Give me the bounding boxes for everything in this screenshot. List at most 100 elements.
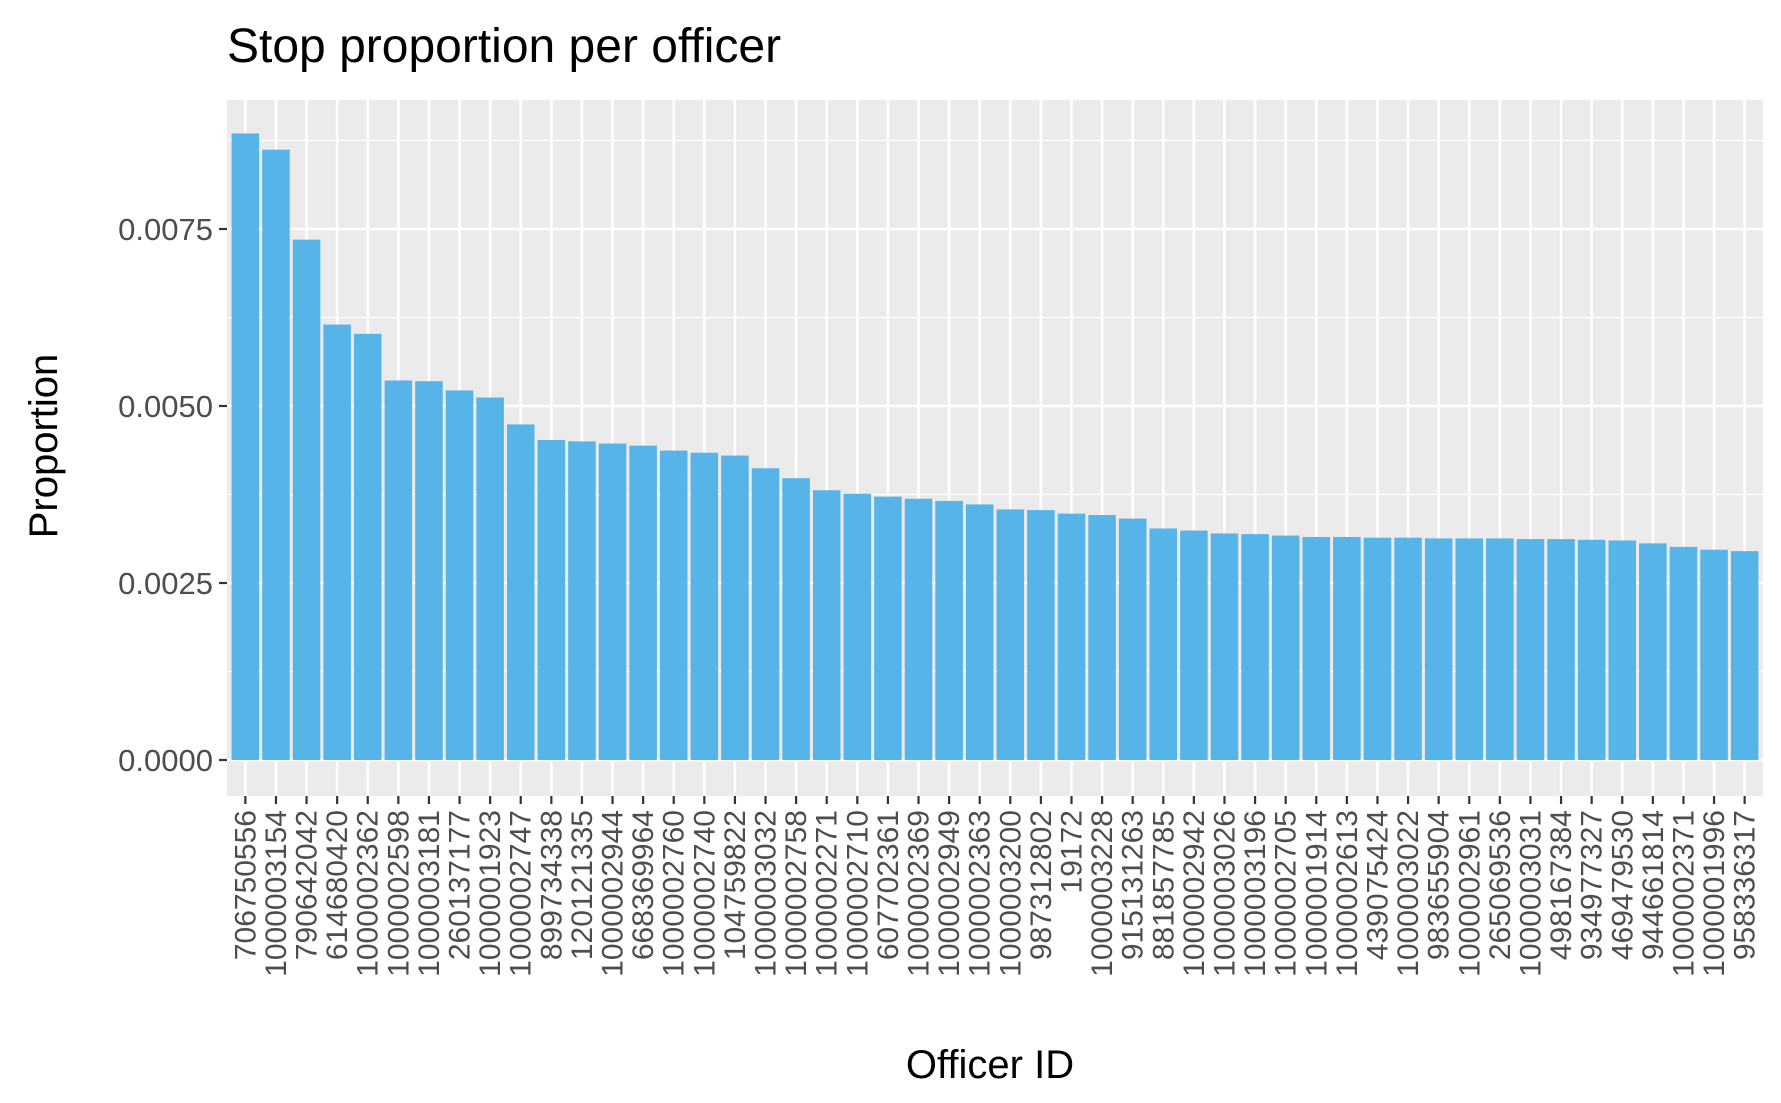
x-tick-label: 120121335: [566, 810, 599, 960]
x-tick-label: 944661814: [1637, 810, 1670, 960]
bar-260137177: [445, 390, 474, 760]
x-tick-label: 1000002942: [1178, 810, 1211, 977]
bar-899734338: [537, 439, 566, 760]
bar-1000002362: [353, 333, 382, 760]
x-tick-label: 265069536: [1484, 810, 1517, 960]
x-tick-label: 469479530: [1606, 810, 1639, 960]
x-tick-label: 1000002758: [780, 810, 813, 977]
x-tick-label: 934977327: [1576, 810, 1609, 960]
x-tick-label: 899734338: [535, 810, 568, 960]
bar-607702361: [874, 496, 902, 760]
x-tick-label: 614680420: [321, 810, 354, 960]
x-tick-label: 1000002961: [1453, 810, 1486, 977]
x-axis: 7067505561000003154790642042614680420100…: [229, 796, 1762, 977]
x-tick-label: 1000002613: [1331, 810, 1364, 977]
bar-1000001996: [1700, 549, 1728, 760]
bar-1000001914: [1302, 536, 1331, 760]
x-tick-label: 1000002271: [811, 810, 844, 977]
x-tick-label: 1000002710: [841, 810, 874, 977]
bar-706750556: [231, 133, 260, 761]
bar-1000002705: [1271, 535, 1300, 760]
x-tick-label: 19172: [1055, 810, 1088, 893]
bar-1000002949: [935, 500, 963, 760]
x-tick-label: 1000003031: [1514, 810, 1547, 977]
bar-1000003031: [1516, 539, 1545, 760]
x-tick-label: 439075424: [1361, 810, 1394, 960]
x-tick-label: 987312802: [1025, 810, 1058, 960]
x-tick-label: 915131263: [1117, 810, 1150, 960]
bar-1000002961: [1455, 538, 1484, 760]
bar-934977327: [1577, 539, 1606, 760]
x-tick-label: 881857785: [1147, 810, 1180, 960]
x-tick-label: 1000003032: [750, 810, 783, 977]
bar-983655904: [1424, 538, 1453, 760]
bar-1000002613: [1333, 536, 1361, 760]
bar-1000003154: [262, 149, 290, 761]
bar-1000003196: [1241, 534, 1269, 760]
bar-1000002942: [1180, 530, 1208, 760]
x-tick-label: 1000003228: [1086, 810, 1119, 977]
bar-1000003200: [996, 509, 1025, 760]
bar-1000002758: [782, 478, 810, 760]
x-tick-label: 1000003181: [413, 810, 446, 977]
x-tick-label: 1000002369: [903, 810, 936, 977]
bar-1000002598: [384, 380, 413, 760]
x-tick-label: 958336317: [1729, 810, 1762, 960]
bar-1000002760: [659, 450, 688, 760]
x-tick-label: 1000003022: [1392, 810, 1425, 977]
x-tick-label: 1000002363: [964, 810, 997, 977]
bar-104759822: [721, 455, 749, 760]
x-tick-label: 1000003154: [260, 810, 293, 977]
bars: [231, 133, 1759, 761]
y-tick-label: 0.0075: [118, 212, 213, 247]
bar-439075424: [1363, 537, 1392, 760]
x-tick-label: 668369964: [627, 810, 660, 960]
bar-19172: [1057, 513, 1086, 760]
bar-881857785: [1149, 528, 1178, 760]
bar-668369964: [629, 445, 657, 760]
x-tick-label: 1000001914: [1300, 810, 1333, 977]
chart-title: Stop proportion per officer: [227, 20, 781, 73]
x-tick-label: 983655904: [1423, 810, 1456, 960]
bar-120121335: [568, 441, 596, 760]
bar-498167384: [1547, 539, 1575, 760]
bar-1000001923: [476, 397, 504, 760]
y-tick-label: 0.0000: [118, 743, 213, 778]
bar-790642042: [292, 239, 321, 760]
bar-944661814: [1639, 543, 1667, 760]
x-tick-label: 104759822: [719, 810, 752, 960]
x-tick-label: 1000002949: [933, 810, 966, 977]
x-tick-label: 607702361: [872, 810, 905, 960]
bar-958336317: [1730, 551, 1759, 760]
bar-1000003026: [1210, 533, 1239, 760]
bar-1000003022: [1394, 537, 1422, 760]
bar-1000002363: [965, 504, 994, 760]
x-tick-label: 1000003026: [1208, 810, 1241, 977]
x-tick-label: 1000002705: [1270, 810, 1303, 977]
bar-1000003228: [1088, 515, 1116, 760]
bar-265069536: [1486, 538, 1514, 760]
bar-1000002944: [598, 443, 627, 760]
x-tick-label: 790642042: [291, 810, 324, 960]
y-axis: 0.0000 0.0025 0.0050 0.0075: [118, 212, 227, 778]
bar-469479530: [1608, 540, 1637, 760]
x-tick-label: 1000001996: [1698, 810, 1731, 977]
x-tick-label: 1000002362: [352, 810, 385, 977]
x-axis-title: Officer ID: [906, 1043, 1074, 1087]
x-tick-label: 1000003196: [1239, 810, 1272, 977]
x-tick-label: 1000002944: [597, 810, 630, 977]
x-tick-label: 1000002740: [688, 810, 721, 977]
bar-1000002371: [1669, 546, 1698, 760]
bar-614680420: [323, 324, 351, 760]
x-tick-label: 706750556: [229, 810, 262, 960]
bar-1000002740: [690, 452, 719, 760]
bar-1000002747: [506, 424, 535, 760]
x-tick-label: 1000001923: [474, 810, 507, 977]
bar-1000003181: [415, 381, 443, 760]
bar-987312802: [1027, 510, 1055, 760]
x-tick-label: 498167384: [1545, 810, 1578, 960]
y-axis-title: Proportion: [22, 354, 66, 539]
y-tick-label: 0.0025: [118, 566, 213, 601]
bar-1000002369: [904, 498, 933, 760]
